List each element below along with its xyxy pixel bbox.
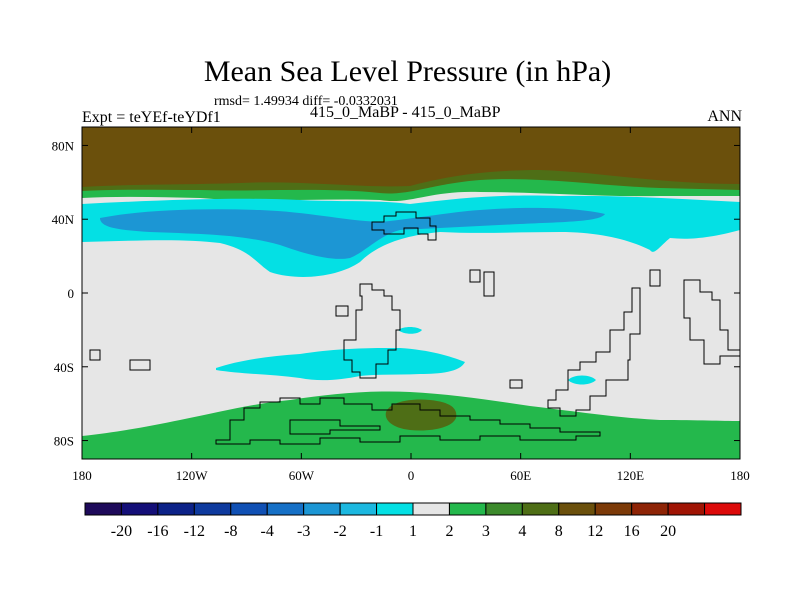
colorbar-label: -1 (370, 523, 383, 540)
x-tick-label: 180 (72, 468, 92, 483)
colorbar-swatch (631, 502, 669, 516)
colorbar-swatch (193, 502, 232, 516)
colorbar-label: -12 (184, 523, 205, 540)
band-cyan-south (216, 348, 465, 381)
colorbar-swatch (84, 502, 122, 516)
stats-line: rmsd= 1.49934 diff= -0.0332031 (214, 94, 398, 109)
colorbar-swatch (376, 502, 414, 516)
band-blue-north (100, 207, 605, 259)
colorbar-swatch (120, 502, 159, 516)
y-tick-label: 80N (52, 138, 75, 153)
y-tick-label: 0 (68, 286, 75, 301)
band-cyan-small-1 (398, 327, 422, 334)
colorbar-label: -4 (261, 523, 274, 540)
band-brown-north (82, 127, 740, 187)
continent-antarctica-outline (215, 397, 601, 445)
y-tick-label: 80S (54, 434, 74, 449)
ice-shelf-outline (289, 419, 381, 435)
x-tick-label: 0 (408, 468, 415, 483)
x-tick-label: 180 (730, 468, 750, 483)
island-outline-1 (335, 305, 349, 317)
contour-field (82, 127, 740, 459)
y-tick-label: 40N (52, 212, 75, 227)
colorbar-swatch (594, 502, 633, 516)
band-cyan-small-2 (568, 375, 596, 385)
chart-title: Mean Sea Level Pressure (in hPa) (203, 55, 612, 88)
colorbar-label: 3 (482, 523, 490, 540)
y-tick-label: 40S (54, 360, 74, 375)
continent-africa-outline (343, 283, 401, 379)
season-label: ANN (707, 108, 742, 125)
colorbar-swatch (558, 502, 596, 516)
colorbar-swatch (230, 502, 268, 516)
x-tick-label: 60W (289, 468, 315, 483)
colorbar-swatch (157, 502, 195, 516)
band-olive-south (385, 399, 457, 431)
y-axis: 80N 40N 0 40S 80S (52, 138, 740, 449)
x-tick-label: 120E (617, 468, 645, 483)
case-label: 415_0_MaBP - 415_0_MaBP (310, 104, 501, 121)
colorbar-label: -8 (224, 523, 237, 540)
colorbar-swatch (704, 502, 742, 516)
colorbar-label: 2 (445, 523, 453, 540)
colorbar: -20 -16 -12 -8 -4 -3 -2 -1 1 2 3 4 8 12 16 20 (84, 502, 742, 540)
island-outline-6 (129, 359, 151, 371)
island-outline-3 (483, 271, 495, 297)
colorbar-swatch (521, 502, 560, 516)
island-outline-2 (469, 269, 481, 283)
x-tick-label: 60E (510, 468, 531, 483)
colorbar-label: 8 (555, 523, 563, 540)
colorbar-swatch (303, 502, 341, 516)
colorbar-label: 16 (624, 523, 640, 540)
colorbar-swatch (266, 502, 305, 516)
colorbar-swatch (448, 502, 487, 516)
experiment-label: Expt = teYEf-teYDf1 (82, 109, 221, 126)
x-tick-label: 120W (176, 468, 209, 483)
colorbar-label: 20 (660, 523, 676, 540)
colorbar-label: 4 (518, 523, 526, 540)
colorbar-label: -20 (111, 523, 132, 540)
colorbar-label: -3 (297, 523, 310, 540)
colorbar-swatch (339, 502, 378, 516)
colorbar-swatch (485, 502, 523, 516)
island-outline-7 (509, 379, 523, 389)
colorbar-label: -16 (147, 523, 168, 540)
x-axis: 180 120W 60W 0 60E 120E 180 (72, 127, 750, 483)
continent-southamerica-outline (547, 287, 641, 417)
colorbar-swatch (667, 502, 706, 516)
colorbar-label: -2 (333, 523, 346, 540)
continent-eurasia-outline (371, 211, 437, 241)
colorbar-swatch (412, 502, 450, 516)
island-outline-4 (649, 269, 661, 287)
colorbar-label: 1 (409, 523, 417, 540)
colorbar-label: 12 (587, 523, 603, 540)
island-outline-5 (89, 349, 101, 361)
